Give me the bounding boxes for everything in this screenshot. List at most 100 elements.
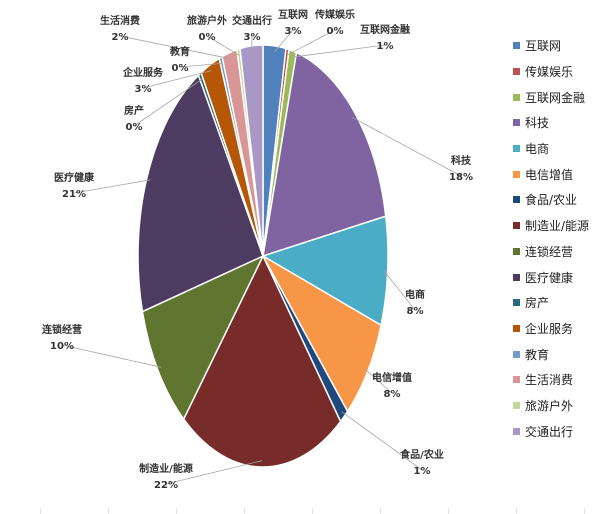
data-label-percent: 22% xyxy=(154,480,178,491)
legend-label: 电商 xyxy=(525,142,550,157)
data-label-percent: 3% xyxy=(135,84,152,95)
legend-label: 连锁经营 xyxy=(525,244,574,259)
legend-swatch xyxy=(513,299,520,307)
legend-swatch xyxy=(513,401,520,409)
chart-legend: 互联网传媒娱乐互联网金融 科技电商电信增值食品/农业制造业/能源 连锁经营医疗健康房… xyxy=(513,33,597,444)
legend-label: 电信增值 xyxy=(525,167,574,182)
legend-item-8: 连锁经营 xyxy=(513,239,597,265)
gridline-0 xyxy=(40,508,41,514)
leader-line-9 xyxy=(73,179,151,194)
legend-swatch xyxy=(513,196,520,204)
data-label-name: 医疗健康 xyxy=(54,171,95,184)
data-label-12: 教育 0% xyxy=(169,45,190,74)
data-label-8: 连锁经营 10% xyxy=(42,323,82,352)
data-label-percent: 3% xyxy=(244,32,261,43)
data-label-name: 科技 xyxy=(451,154,472,167)
data-label-percent: 8% xyxy=(384,389,401,400)
legend-item-9: 医疗健康 xyxy=(513,264,597,290)
data-label-percent: 0% xyxy=(327,26,344,37)
data-label-percent: 0% xyxy=(199,32,216,43)
data-label-11: 企业服务 3% xyxy=(122,66,164,95)
legend-swatch xyxy=(513,247,520,255)
legend-label: 制造业/能源 xyxy=(525,219,590,234)
data-label-1: 传媒娱乐 0% xyxy=(314,8,355,37)
legend-swatch xyxy=(513,170,520,178)
gridline-1 xyxy=(108,508,109,514)
legend-swatch xyxy=(513,145,520,153)
data-label-name: 传媒娱乐 xyxy=(314,8,355,21)
data-label-name: 电商 xyxy=(405,288,425,301)
legend-label: 医疗健康 xyxy=(525,270,574,285)
data-label-name: 互联网金融 xyxy=(360,23,410,36)
data-label-percent: 1% xyxy=(377,41,394,52)
pie-slice-9 xyxy=(137,73,264,313)
data-label-name: 企业服务 xyxy=(122,66,164,79)
data-label-4: 电商 8% xyxy=(405,288,425,317)
gridline-2 xyxy=(176,508,177,514)
data-label-13: 生活消费 2% xyxy=(100,14,140,43)
legend-item-11: 企业服务 xyxy=(513,316,597,342)
legend-label: 交通出行 xyxy=(525,424,574,439)
leader-line-4 xyxy=(383,270,416,311)
leader-line-7 xyxy=(165,460,262,485)
pie-slice-15 xyxy=(239,44,264,257)
leader-line-5 xyxy=(364,368,393,394)
gridline-5 xyxy=(380,508,381,514)
leader-line-2 xyxy=(291,44,386,58)
legend-label: 生活消费 xyxy=(525,373,574,388)
legend-swatch xyxy=(513,42,520,50)
legend-label: 企业服务 xyxy=(525,321,574,336)
legend-item-10: 房产 xyxy=(513,290,597,316)
data-label-9: 医疗健康 21% xyxy=(54,171,95,200)
legend-item-13: 生活消费 xyxy=(513,367,597,393)
data-label-3: 科技 18% xyxy=(449,154,473,183)
legend-swatch xyxy=(513,376,520,384)
data-label-percent: 1% xyxy=(414,466,431,477)
data-label-percent: 0% xyxy=(172,63,189,74)
data-label-name: 连锁经营 xyxy=(42,323,82,336)
legend-item-4: 电商 xyxy=(513,136,597,162)
data-label-15: 交通出行 3% xyxy=(232,14,272,43)
data-label-0: 互联网 3% xyxy=(278,8,308,37)
data-label-percent: 8% xyxy=(407,306,424,317)
legend-item-3: 科技 xyxy=(513,110,597,136)
legend-label: 食品/农业 xyxy=(525,193,578,208)
legend-swatch xyxy=(513,93,520,101)
data-label-10: 房产 0% xyxy=(124,104,144,133)
legend-swatch xyxy=(513,273,520,281)
leader-line-8 xyxy=(61,344,162,368)
gridline-7 xyxy=(516,508,517,514)
pie-slice-4 xyxy=(261,215,389,327)
legend-label: 教育 xyxy=(525,347,550,362)
data-label-7: 制造业/能源 22% xyxy=(139,462,193,491)
pie-slice-3 xyxy=(262,51,387,258)
legend-swatch xyxy=(513,324,520,332)
data-label-6: 食品/农业 1% xyxy=(399,448,444,477)
legend-item-2: 互联网金融 xyxy=(513,84,597,110)
legend-item-6: 食品/农业 xyxy=(513,187,597,213)
legend-item-7: 制造业/能源 xyxy=(513,213,597,239)
data-label-name: 旅游户外 xyxy=(187,14,227,27)
legend-item-14: 旅游户外 xyxy=(513,393,597,419)
leader-line-3 xyxy=(352,116,462,177)
data-label-2: 互联网金融 1% xyxy=(360,23,410,52)
data-label-name: 生活消费 xyxy=(100,14,140,27)
legend-item-5: 电信增值 xyxy=(513,161,597,187)
legend-item-0: 互联网 xyxy=(513,33,597,59)
leader-line-12 xyxy=(179,63,223,68)
data-label-name: 电信增值 xyxy=(372,371,412,384)
legend-label: 房产 xyxy=(525,296,550,311)
data-label-name: 互联网 xyxy=(278,8,308,21)
pie-slice-8 xyxy=(141,254,265,421)
data-label-percent: 3% xyxy=(285,26,302,37)
data-label-name: 房产 xyxy=(124,104,144,117)
data-label-percent: 0% xyxy=(126,122,143,133)
leader-line-6 xyxy=(341,411,423,471)
data-label-percent: 21% xyxy=(62,189,86,200)
legend-label: 传媒娱乐 xyxy=(525,65,574,80)
legend-item-1: 传媒娱乐 xyxy=(513,59,597,85)
pie-slice-7 xyxy=(182,254,342,468)
gridline-4 xyxy=(312,508,313,514)
